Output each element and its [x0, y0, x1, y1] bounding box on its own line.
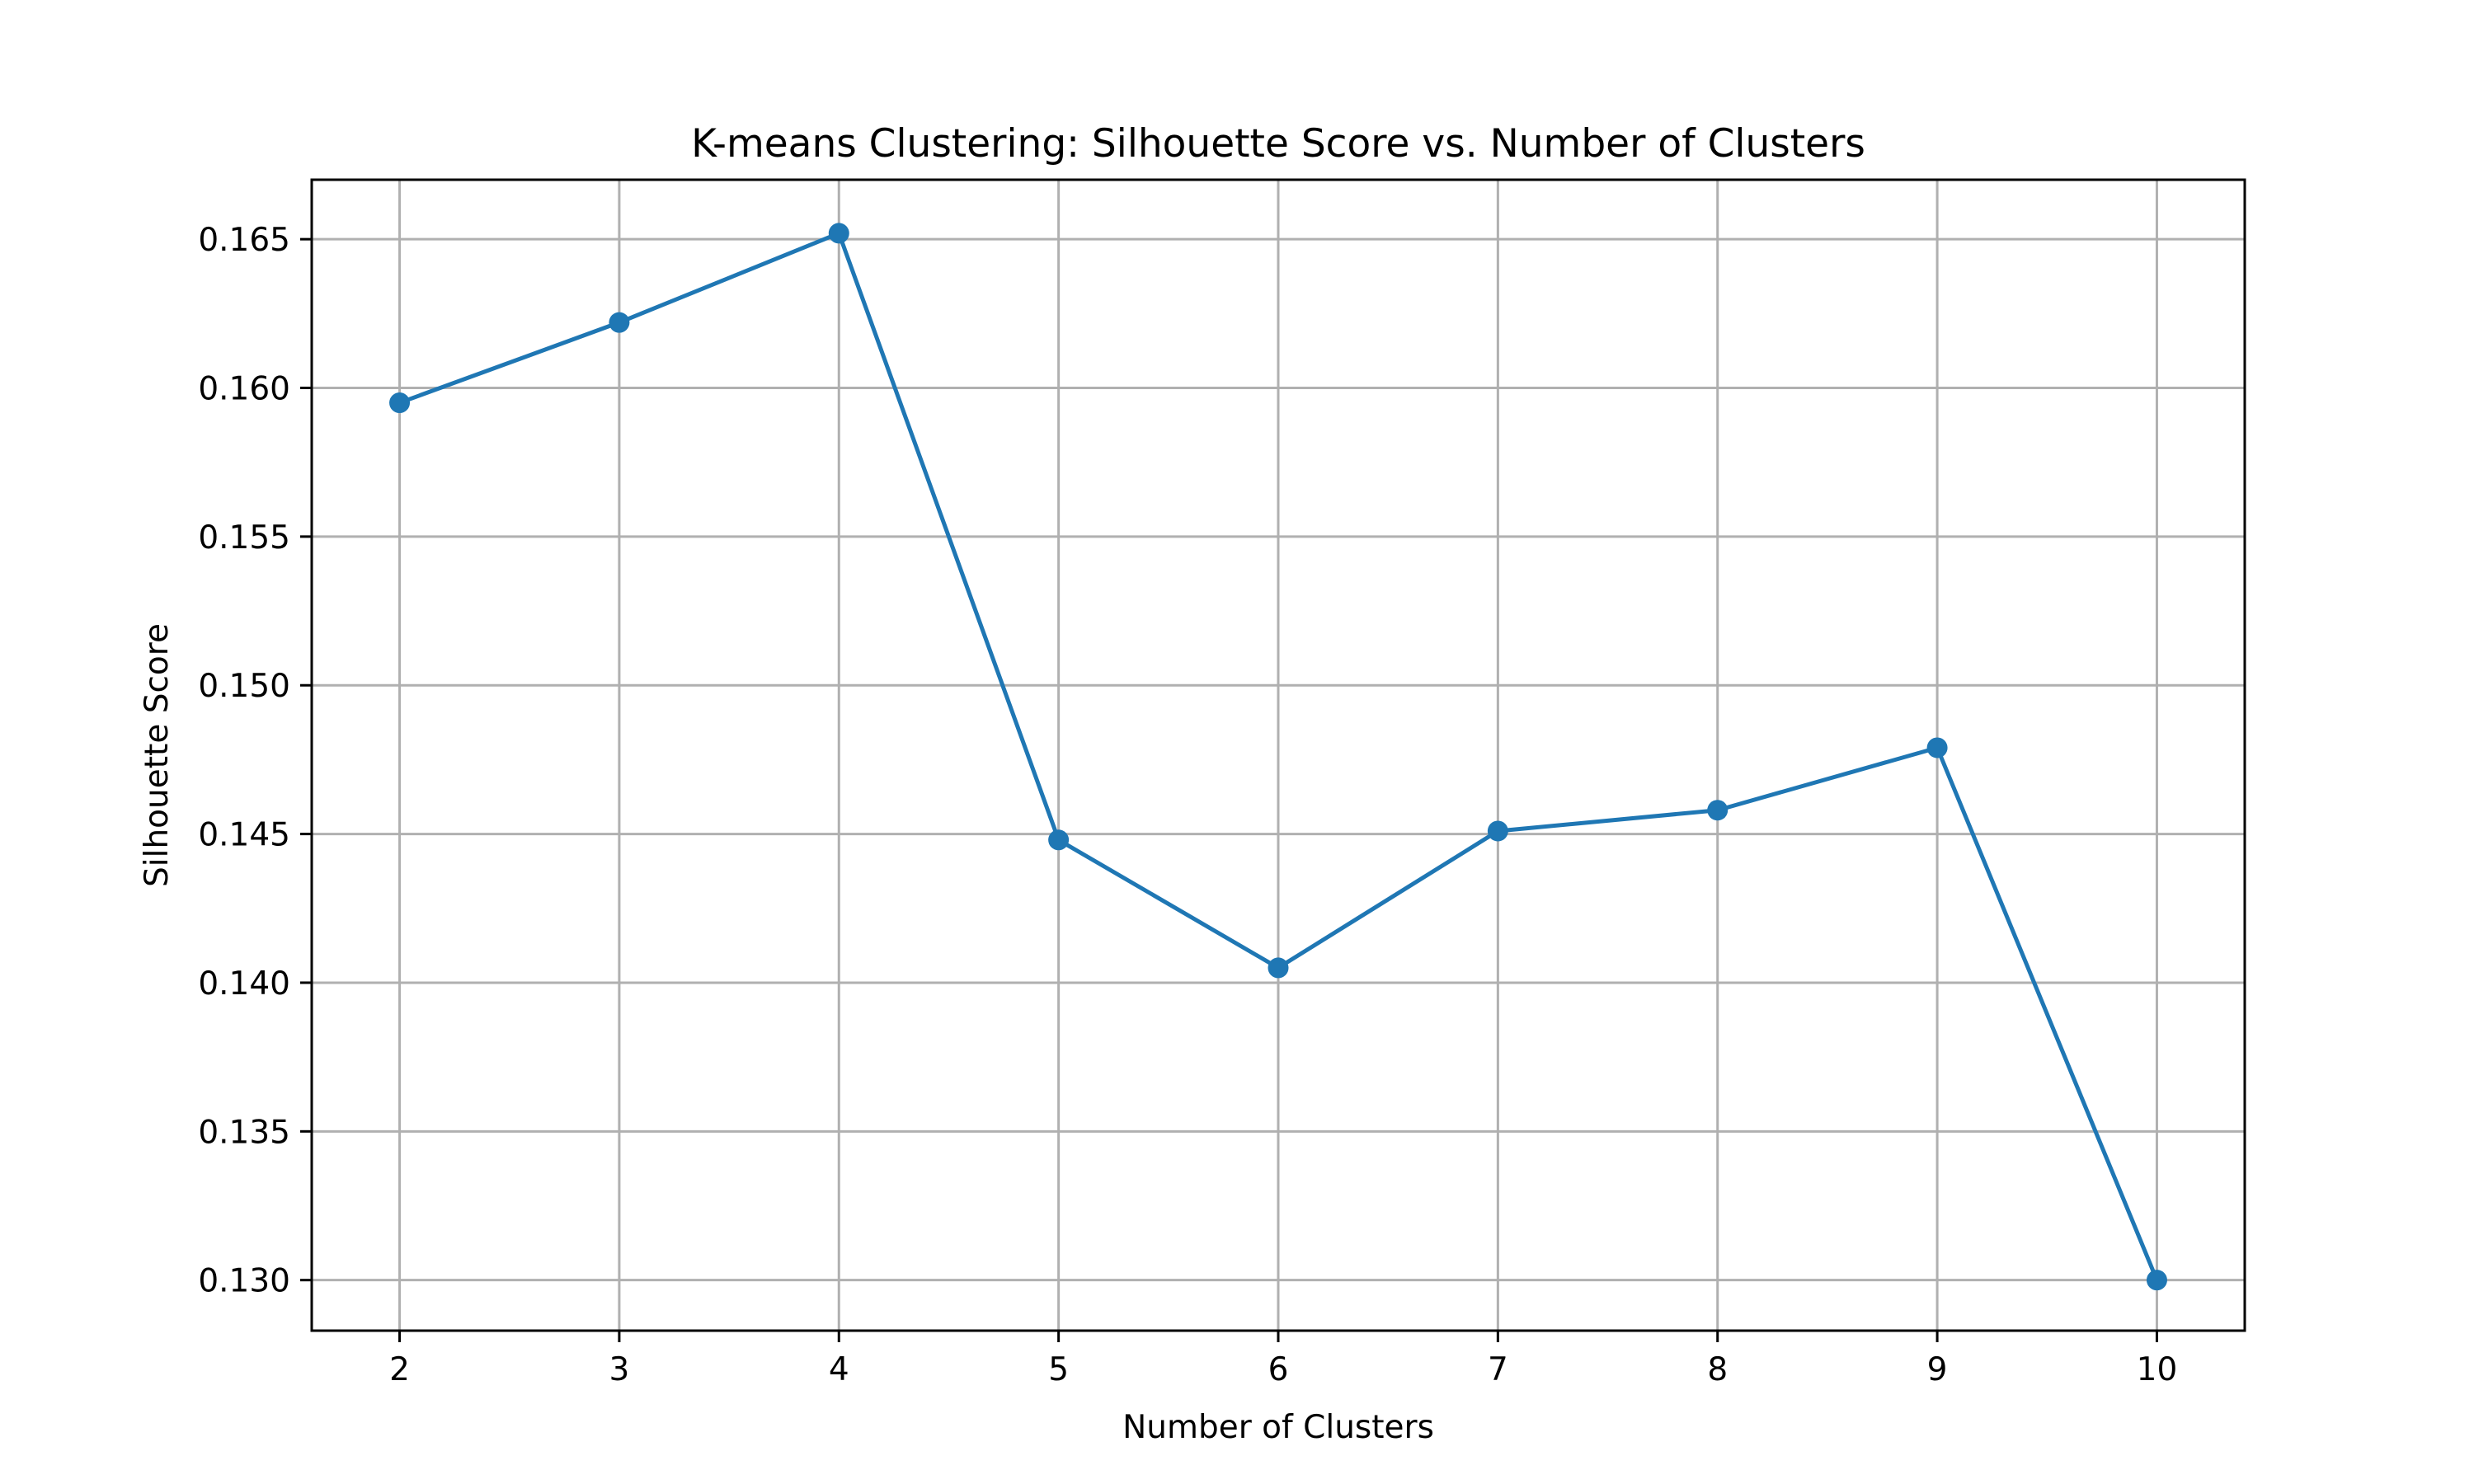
x-tick-label: 3 [609, 1351, 629, 1388]
x-tick-label: 4 [829, 1351, 849, 1388]
y-tick-label: 0.130 [198, 1263, 290, 1300]
x-tick-label: 2 [389, 1351, 410, 1388]
x-tick-label: 6 [1268, 1351, 1289, 1388]
y-tick-label: 0.140 [198, 965, 290, 1003]
x-tick-label: 10 [2137, 1351, 2178, 1388]
data-point [828, 223, 849, 244]
x-tick-label: 8 [1707, 1351, 1728, 1388]
y-tick-label: 0.155 [198, 519, 290, 556]
data-point [609, 312, 630, 333]
x-tick-label: 9 [1927, 1351, 1948, 1388]
y-tick-label: 0.145 [198, 817, 290, 854]
ticks: 2 3 4 5 6 7 8 9 10 0.130 0.135 0.140 0.145 0.150 0.155… [198, 222, 2177, 1388]
chart-title: K-means Clustering: Silhouette Score vs.… [691, 121, 1865, 167]
x-tick-label: 5 [1048, 1351, 1069, 1388]
y-tick-label: 0.160 [198, 371, 290, 408]
data-point [1707, 800, 1729, 821]
data-point [1268, 957, 1289, 979]
x-axis-label: Number of Clusters [1122, 1409, 1434, 1446]
data-point [389, 392, 411, 414]
y-tick-label: 0.165 [198, 222, 290, 259]
x-tick-label: 7 [1488, 1351, 1508, 1388]
data-point [1487, 820, 1508, 842]
grid [312, 180, 2245, 1331]
data-point [1048, 829, 1070, 851]
data-point [1926, 737, 1948, 758]
y-tick-label: 0.150 [198, 668, 290, 705]
y-tick-label: 0.135 [198, 1114, 290, 1151]
series-layer [389, 223, 2167, 1291]
data-point [2146, 1270, 2167, 1291]
y-axis-label: Silhouette Score [139, 623, 176, 887]
